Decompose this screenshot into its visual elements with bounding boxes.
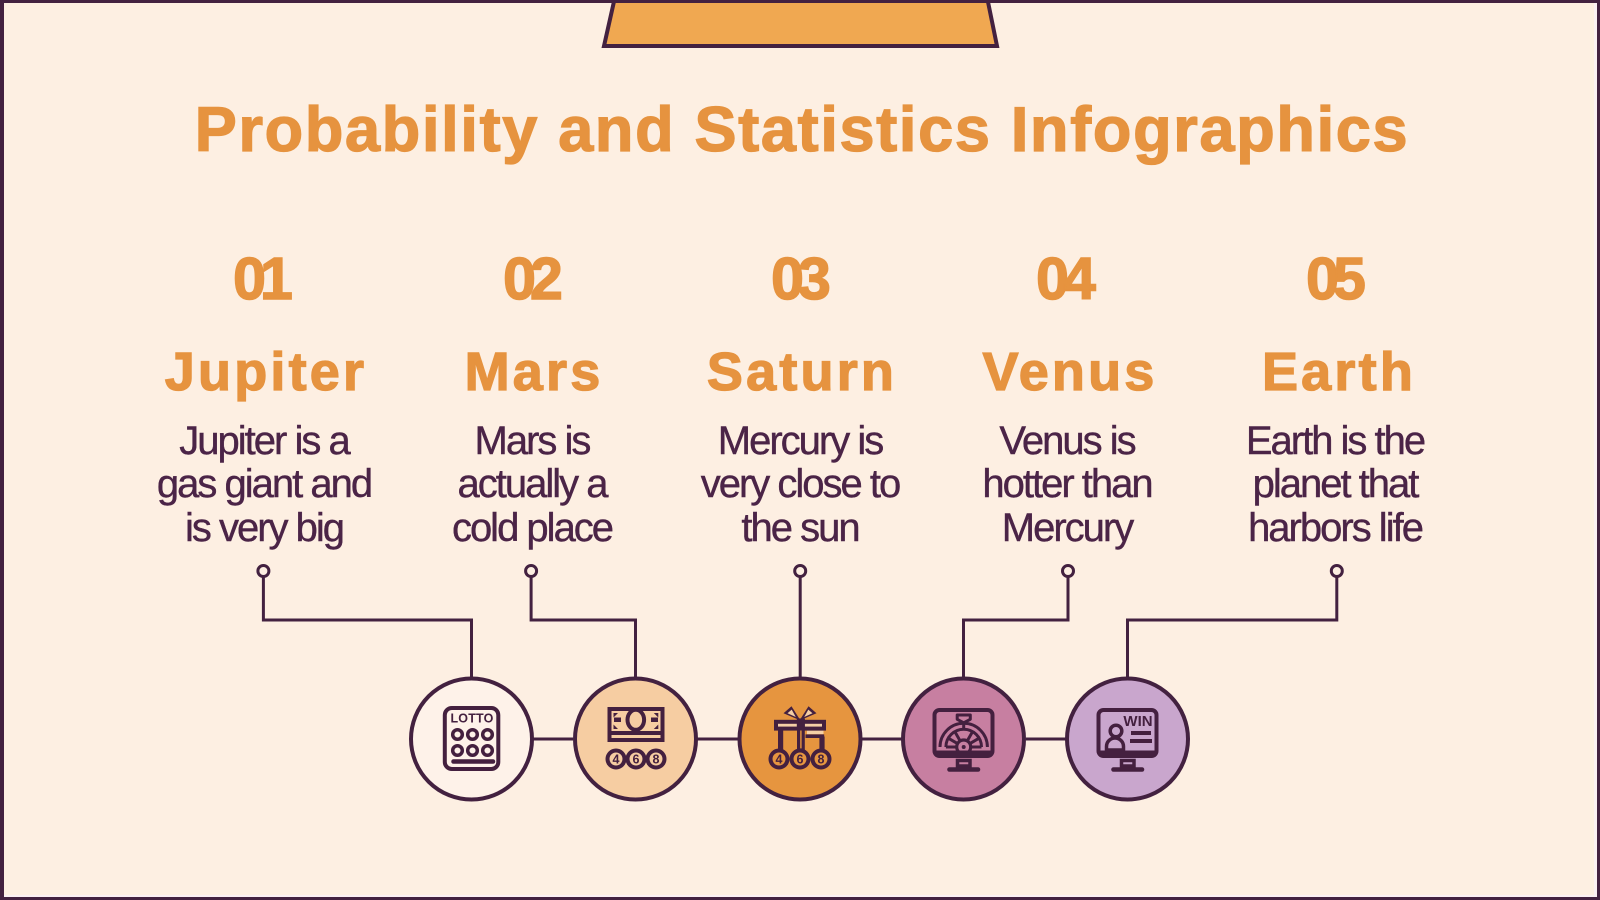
svg-text:4: 4 [776,753,783,767]
svg-text:8: 8 [818,753,825,767]
svg-text:4: 4 [613,753,620,767]
svg-text:WIN: WIN [1123,713,1152,730]
svg-text:6: 6 [797,753,804,767]
svg-text:LOTTO: LOTTO [450,712,493,726]
svg-text:6: 6 [633,753,640,767]
svg-text:8: 8 [653,753,660,767]
